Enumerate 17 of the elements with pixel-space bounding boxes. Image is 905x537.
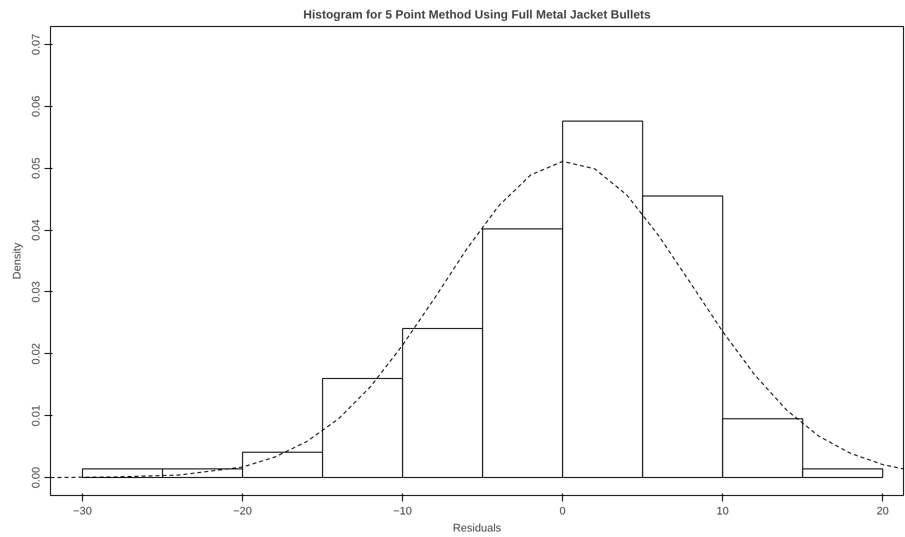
y-tick-label: 0.04 — [30, 219, 42, 241]
y-tick-label: 0.00 — [30, 466, 42, 488]
y-tick-label: 0.07 — [30, 34, 42, 56]
x-tick-label: −30 — [73, 506, 92, 518]
y-tick-label: 0.02 — [30, 343, 42, 365]
y-axis-title: Density — [12, 242, 24, 280]
y-tick-label: 0.01 — [30, 404, 42, 426]
y-tick-label: 0.03 — [30, 281, 42, 303]
y-tick-label: 0.06 — [30, 96, 42, 118]
x-axis-title: Residuals — [452, 522, 502, 534]
x-tick-label: 10 — [716, 506, 729, 518]
chart-title: Histogram for 5 Point Method Using Full Metal Jacket Bullets — [303, 8, 652, 22]
x-tick-label: −10 — [393, 506, 412, 518]
x-tick-label: 20 — [876, 506, 889, 518]
x-tick-label: −20 — [233, 506, 252, 518]
y-tick-label: 0.05 — [30, 157, 42, 179]
x-tick-label: 0 — [560, 506, 566, 518]
